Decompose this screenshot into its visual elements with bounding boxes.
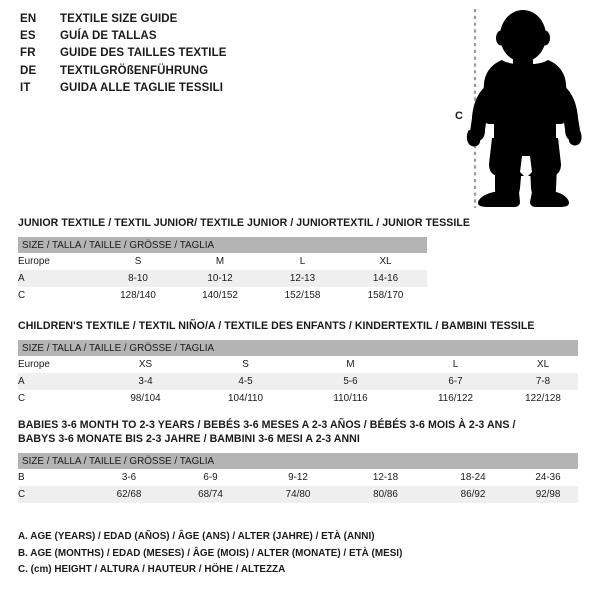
junior-europe-col-2: M <box>179 253 261 270</box>
childrens-table-band-row: SIZE / TALLA / TAILLE / GRÖSSE / TAGLIA <box>18 340 579 356</box>
table-row: C 128/140 140/152 152/158 158/170 <box>18 287 427 304</box>
babies-b-col-1: 3-6 <box>90 469 168 486</box>
language-code-es: ES <box>20 30 36 43</box>
babies-c-col-1: 62/68 <box>90 486 168 503</box>
junior-row-label-a: A <box>18 270 97 287</box>
babies-size-table: SIZE / TALLA / TAILLE / GRÖSSE / TAGLIA … <box>18 453 579 503</box>
junior-a-col-2: 10-12 <box>179 270 261 287</box>
table-row: Europe XS S M L XL <box>18 356 579 373</box>
childrens-a-col-5: 7-8 <box>508 373 579 390</box>
junior-europe-col-3: L <box>261 253 344 270</box>
section-babies-textile: BABIES 3-6 MONTH TO 2-3 YEARS / BEBÉS 3-… <box>18 418 579 503</box>
childrens-size-table: SIZE / TALLA / TAILLE / GRÖSSE / TAGLIA … <box>18 340 579 407</box>
language-row-it: IT GUIDA ALLE TAGLIE TESSILI <box>20 82 320 99</box>
childrens-a-col-2: 4-5 <box>193 373 298 390</box>
childrens-row-label-a: A <box>18 373 98 390</box>
junior-row-label-europe: Europe <box>18 253 97 270</box>
childrens-c-col-1: 98/104 <box>98 390 193 407</box>
babies-b-col-4: 12-18 <box>343 469 428 486</box>
section-babies-heading-line1: BABIES 3-6 MONTH TO 2-3 YEARS / BEBÉS 3-… <box>18 419 516 431</box>
height-measurement-figure: C <box>440 6 590 211</box>
babies-c-col-2: 68/74 <box>168 486 253 503</box>
babies-b-col-6: 24-36 <box>518 469 579 486</box>
section-babies-heading-line2: BABYS 3-6 MONATE BIS 2-3 JAHRE / BAMBINI… <box>18 433 360 445</box>
childrens-europe-col-4: L <box>403 356 508 373</box>
toddler-body-shape <box>466 10 582 207</box>
junior-a-col-1: 8-10 <box>97 270 179 287</box>
babies-row-label-c: C <box>18 486 90 503</box>
junior-size-table: SIZE / TALLA / TAILLE / GRÖSSE / TAGLIA … <box>18 237 427 304</box>
table-row: Europe S M L XL <box>18 253 427 270</box>
childrens-c-col-4: 116/122 <box>403 390 508 407</box>
language-row-de: DE TEXTILGRÖßENFÜHRUNG <box>20 65 320 82</box>
section-childrens-textile: CHILDREN'S TEXTILE / TEXTIL NIÑO/A / TEX… <box>18 319 579 407</box>
table-row: B 3-6 6-9 9-12 12-18 18-24 24-36 <box>18 469 579 486</box>
babies-c-col-4: 80/86 <box>343 486 428 503</box>
language-code-de: DE <box>20 64 37 77</box>
babies-table-band-row: SIZE / TALLA / TAILLE / GRÖSSE / TAGLIA <box>18 453 579 469</box>
babies-c-col-5: 86/92 <box>428 486 518 503</box>
section-junior-textile: JUNIOR TEXTILE / TEXTIL JUNIOR/ TEXTILE … <box>18 216 470 304</box>
table-row: A 3-4 4-5 5-6 6-7 7-8 <box>18 373 579 390</box>
childrens-a-col-1: 3-4 <box>98 373 193 390</box>
legend-line-c: C. (cm) HEIGHT / ALTURA / HAUTEUR / HÖHE… <box>18 564 286 575</box>
language-title-block: EN TEXTILE SIZE GUIDE ES GUÍA DE TALLAS … <box>20 13 320 99</box>
childrens-a-col-3: 5-6 <box>298 373 403 390</box>
language-title-de: TEXTILGRÖßENFÜHRUNG <box>60 64 209 77</box>
babies-row-label-b: B <box>18 469 90 486</box>
language-row-es: ES GUÍA DE TALLAS <box>20 30 320 47</box>
junior-europe-col-4: XL <box>344 253 427 270</box>
language-code-fr: FR <box>20 47 36 60</box>
language-title-es: GUÍA DE TALLAS <box>60 30 157 43</box>
junior-a-col-4: 14-16 <box>344 270 427 287</box>
language-code-it: IT <box>20 81 31 94</box>
legend-line-b: B. AGE (MONTHS) / EDAD (MESES) / ÂGE (MO… <box>18 547 403 559</box>
childrens-row-label-c: C <box>18 390 98 407</box>
childrens-c-col-3: 110/116 <box>298 390 403 407</box>
babies-band-label: SIZE / TALLA / TAILLE / GRÖSSE / TAGLIA <box>18 453 579 469</box>
junior-table-band-row: SIZE / TALLA / TAILLE / GRÖSSE / TAGLIA <box>18 237 427 253</box>
junior-row-label-c: C <box>18 287 97 304</box>
figure-measure-label-c: C <box>455 110 464 122</box>
section-childrens-heading: CHILDREN'S TEXTILE / TEXTIL NIÑO/A / TEX… <box>18 320 535 332</box>
table-row: C 62/68 68/74 74/80 80/86 86/92 92/98 <box>18 486 579 503</box>
language-row-fr: FR GUIDE DES TAILLES TEXTILE <box>20 47 320 64</box>
toddler-silhouette-icon <box>466 9 582 208</box>
language-title-fr: GUIDE DES TAILLES TEXTILE <box>60 47 227 60</box>
language-title-it: GUIDA ALLE TAGLIE TESSILI <box>60 81 224 94</box>
childrens-c-col-2: 104/110 <box>193 390 298 407</box>
junior-c-col-3: 152/158 <box>261 287 344 304</box>
childrens-a-col-4: 6-7 <box>403 373 508 390</box>
childrens-europe-col-5: XL <box>508 356 579 373</box>
babies-b-col-2: 6-9 <box>168 469 253 486</box>
junior-c-col-4: 158/170 <box>344 287 427 304</box>
language-row-en: EN TEXTILE SIZE GUIDE <box>20 13 320 30</box>
childrens-europe-col-3: M <box>298 356 403 373</box>
junior-europe-col-1: S <box>97 253 179 270</box>
table-row: C 98/104 104/110 110/116 116/122 122/128 <box>18 390 579 407</box>
language-title-en: TEXTILE SIZE GUIDE <box>60 13 178 25</box>
legend-line-a: A. AGE (YEARS) / EDAD (AÑOS) / ÂGE (ANS)… <box>18 531 375 542</box>
junior-a-col-3: 12-13 <box>261 270 344 287</box>
babies-c-col-6: 92/98 <box>518 486 579 503</box>
childrens-c-col-5: 122/128 <box>508 390 579 407</box>
babies-c-col-3: 74/80 <box>253 486 343 503</box>
childrens-row-label-europe: Europe <box>18 356 98 373</box>
childrens-band-label: SIZE / TALLA / TAILLE / GRÖSSE / TAGLIA <box>18 340 579 356</box>
junior-c-col-1: 128/140 <box>97 287 179 304</box>
legend-block: A. AGE (YEARS) / EDAD (AÑOS) / ÂGE (ANS)… <box>18 529 478 579</box>
junior-band-label: SIZE / TALLA / TAILLE / GRÖSSE / TAGLIA <box>18 237 427 253</box>
table-row: A 8-10 10-12 12-13 14-16 <box>18 270 427 287</box>
childrens-europe-col-2: S <box>193 356 298 373</box>
language-code-en: EN <box>20 13 37 25</box>
babies-b-col-5: 18-24 <box>428 469 518 486</box>
babies-b-col-3: 9-12 <box>253 469 343 486</box>
junior-c-col-2: 140/152 <box>179 287 261 304</box>
section-junior-heading: JUNIOR TEXTILE / TEXTIL JUNIOR/ TEXTILE … <box>18 217 471 229</box>
childrens-europe-col-1: XS <box>98 356 193 373</box>
